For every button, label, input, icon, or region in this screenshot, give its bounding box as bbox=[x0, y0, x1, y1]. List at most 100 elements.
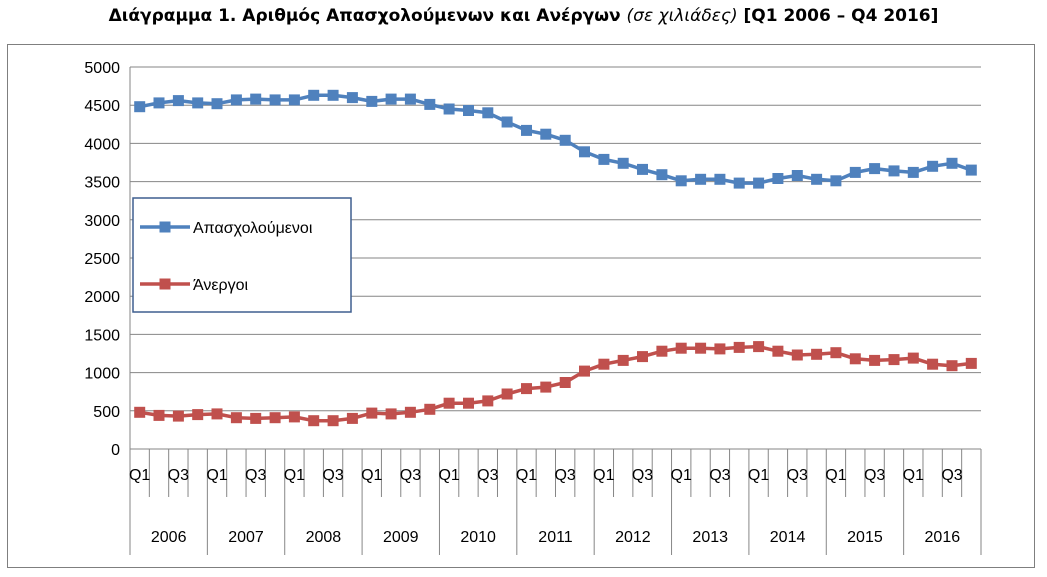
data-point bbox=[656, 169, 668, 181]
x-tick-label-quarter: Q1 bbox=[361, 467, 382, 484]
data-point bbox=[443, 397, 455, 409]
data-point bbox=[714, 343, 726, 355]
data-point bbox=[482, 395, 494, 407]
data-point bbox=[714, 173, 726, 185]
data-point bbox=[830, 175, 842, 187]
x-tick-label-year: 2012 bbox=[615, 529, 651, 546]
data-point bbox=[695, 173, 707, 185]
legend-swatch-marker bbox=[159, 278, 171, 290]
legend-swatch-marker bbox=[159, 221, 171, 233]
data-point bbox=[965, 357, 977, 369]
x-tick-label-quarter: Q3 bbox=[245, 467, 266, 484]
series-line bbox=[139, 344, 972, 423]
data-point bbox=[907, 352, 919, 364]
x-tick-label-quarter: Q1 bbox=[671, 467, 692, 484]
x-tick-label-quarter: Q3 bbox=[322, 467, 343, 484]
data-point bbox=[637, 163, 648, 175]
data-point bbox=[153, 409, 165, 421]
x-tick-label-year: 2013 bbox=[692, 529, 728, 546]
legend-label: Άνεργοι bbox=[193, 277, 249, 294]
data-point bbox=[327, 89, 339, 101]
data-point bbox=[366, 95, 378, 107]
data-point bbox=[733, 177, 745, 189]
data-point bbox=[598, 358, 610, 370]
data-point bbox=[211, 408, 223, 420]
x-tick-label-quarter: Q3 bbox=[787, 467, 808, 484]
data-point bbox=[385, 408, 397, 420]
data-point bbox=[443, 103, 455, 115]
data-point bbox=[424, 98, 436, 110]
data-point bbox=[811, 173, 823, 185]
data-point bbox=[404, 93, 416, 105]
data-point bbox=[888, 165, 900, 177]
data-point bbox=[211, 98, 223, 110]
x-tick-label-year: 2011 bbox=[538, 529, 573, 546]
data-point bbox=[733, 341, 745, 353]
data-point bbox=[134, 406, 146, 418]
y-tick-label: 1500 bbox=[84, 327, 120, 344]
x-tick-label-quarter: Q3 bbox=[554, 467, 575, 484]
data-point bbox=[869, 163, 881, 175]
data-point bbox=[540, 381, 552, 393]
x-tick-label-year: 2006 bbox=[151, 529, 187, 546]
chart-title-unit: (σε χιλιάδες) bbox=[626, 6, 738, 26]
x-tick-label-year: 2015 bbox=[847, 529, 883, 546]
data-point bbox=[946, 360, 958, 372]
data-point bbox=[288, 411, 300, 423]
chart-title-main: Διάγραμμα 1. Αριθμός Απασχολούμενων και … bbox=[108, 6, 621, 26]
x-tick-label-quarter: Q3 bbox=[709, 467, 730, 484]
data-point bbox=[559, 134, 571, 146]
data-point bbox=[501, 116, 513, 128]
y-tick-label: 4000 bbox=[84, 136, 120, 153]
x-tick-label-quarter: Q3 bbox=[477, 467, 498, 484]
data-point bbox=[153, 97, 165, 109]
data-point bbox=[849, 353, 861, 365]
x-tick-label-quarter: Q1 bbox=[748, 467, 769, 484]
data-point bbox=[501, 388, 513, 400]
x-tick-label-quarter: Q3 bbox=[400, 467, 421, 484]
data-point bbox=[424, 403, 436, 415]
data-point bbox=[791, 349, 803, 361]
data-point bbox=[849, 166, 861, 178]
data-point bbox=[346, 92, 358, 104]
data-point bbox=[250, 412, 262, 424]
x-tick-label-year: 2007 bbox=[228, 529, 264, 546]
data-point bbox=[559, 377, 571, 388]
legend-box bbox=[132, 197, 352, 313]
data-point bbox=[346, 412, 358, 424]
data-point bbox=[308, 89, 320, 101]
x-tick-label-quarter: Q3 bbox=[632, 467, 653, 484]
x-tick-label-quarter: Q3 bbox=[168, 467, 189, 484]
data-point bbox=[269, 94, 281, 106]
data-point bbox=[579, 146, 590, 158]
data-point bbox=[172, 95, 184, 107]
y-tick-label: 3000 bbox=[84, 213, 120, 230]
data-point bbox=[927, 160, 939, 172]
series-line bbox=[139, 93, 972, 185]
data-point bbox=[308, 415, 320, 427]
data-point bbox=[869, 354, 881, 366]
data-point bbox=[946, 157, 958, 169]
data-point bbox=[695, 342, 707, 354]
data-point bbox=[830, 347, 842, 359]
data-point bbox=[772, 173, 784, 184]
chart-title: Διάγραμμα 1. Αριθμός Απασχολούμενων και … bbox=[0, 6, 1047, 26]
x-tick-label-year: 2010 bbox=[460, 529, 496, 546]
x-tick-label-year: 2008 bbox=[306, 529, 342, 546]
x-tick-label-quarter: Q1 bbox=[206, 467, 227, 484]
data-point bbox=[753, 341, 765, 353]
data-point bbox=[192, 409, 204, 421]
data-point bbox=[791, 170, 803, 181]
data-point bbox=[521, 124, 532, 136]
line-chart: 0 500 1000 1500 2000 2500 3000 3500 4000 4500 5000… bbox=[84, 60, 982, 555]
data-point bbox=[675, 175, 687, 187]
y-tick-label: 4500 bbox=[84, 98, 120, 115]
data-point bbox=[617, 354, 629, 366]
y-tick-label: 3500 bbox=[84, 175, 120, 192]
data-point bbox=[907, 166, 919, 178]
data-point bbox=[521, 383, 532, 395]
x-tick-label-year: 2014 bbox=[770, 529, 806, 546]
data-point bbox=[404, 406, 416, 418]
data-point bbox=[540, 128, 552, 140]
data-point bbox=[250, 93, 262, 105]
